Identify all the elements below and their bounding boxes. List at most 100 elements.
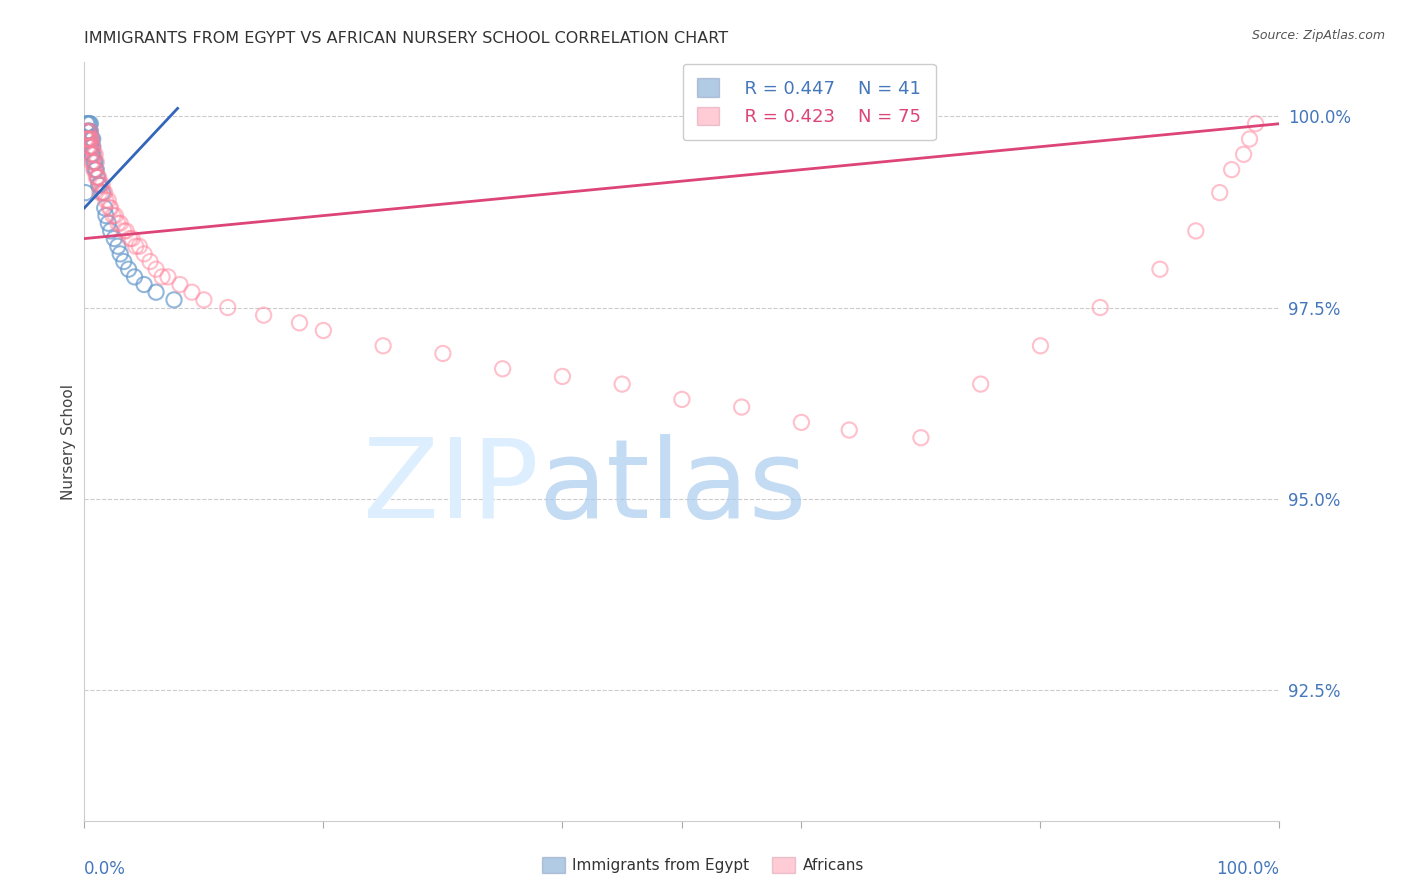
Point [112, 254, 135, 268]
Point [107, 239, 129, 253]
Point [79, 147, 101, 161]
Point [1239, 132, 1261, 146]
Point [77, 139, 100, 153]
Point [80, 155, 103, 169]
Point [551, 369, 574, 384]
Point [193, 293, 215, 307]
Point [97, 216, 120, 230]
Point [76, 132, 98, 146]
Point [671, 392, 693, 407]
Point [128, 239, 150, 253]
Point [77, 132, 100, 146]
Point [79, 139, 101, 153]
Point [84, 155, 107, 169]
Point [132, 247, 156, 261]
Point [79, 132, 101, 146]
Point [83, 147, 105, 161]
Point [94, 209, 117, 223]
Point [1233, 147, 1256, 161]
Point [110, 216, 132, 230]
Point [86, 162, 108, 177]
Point [77, 132, 100, 146]
Point [82, 132, 104, 146]
Point [91, 178, 114, 192]
Point [132, 277, 156, 292]
Point [77, 132, 100, 146]
Point [115, 224, 138, 238]
Point [100, 201, 122, 215]
Point [93, 186, 115, 200]
Point [1244, 117, 1267, 131]
Point [103, 231, 125, 245]
Point [110, 247, 132, 261]
Point [84, 162, 107, 177]
Point [80, 132, 103, 146]
Point [1209, 186, 1232, 200]
Point [80, 147, 103, 161]
Point [94, 194, 117, 208]
Point [79, 124, 101, 138]
Point [87, 178, 110, 192]
Point [217, 301, 239, 315]
Point [87, 170, 110, 185]
Point [112, 224, 135, 238]
Point [79, 124, 101, 138]
Point [492, 361, 515, 376]
Point [77, 124, 100, 138]
Point [150, 269, 173, 284]
Point [169, 277, 191, 292]
Point [101, 209, 124, 223]
Point [77, 132, 100, 146]
Point [1029, 339, 1052, 353]
Point [83, 162, 105, 177]
Point [89, 178, 111, 192]
Point [970, 377, 993, 392]
Point [93, 186, 115, 200]
Point [145, 285, 167, 300]
Point [1220, 162, 1243, 177]
Point [80, 139, 103, 153]
Point [117, 262, 139, 277]
Point [79, 117, 101, 131]
Point [77, 139, 100, 153]
Point [104, 209, 127, 223]
Point [118, 231, 141, 245]
Point [253, 308, 276, 322]
Point [98, 201, 121, 215]
Point [1090, 301, 1112, 315]
Point [1149, 262, 1171, 277]
Point [89, 186, 111, 200]
Point [121, 231, 143, 245]
Point [91, 186, 114, 200]
Point [790, 416, 813, 430]
Point [163, 293, 186, 307]
Point [86, 170, 108, 185]
Point [76, 117, 98, 131]
Point [288, 316, 311, 330]
Point [86, 155, 108, 169]
Point [83, 155, 105, 169]
Point [80, 132, 103, 146]
Point [97, 194, 120, 208]
Text: atlas: atlas [538, 434, 807, 541]
Point [79, 132, 101, 146]
Text: IMMIGRANTS FROM EGYPT VS AFRICAN NURSERY SCHOOL CORRELATION CHART: IMMIGRANTS FROM EGYPT VS AFRICAN NURSERY… [84, 31, 728, 46]
Point [139, 254, 162, 268]
Point [75, 132, 97, 146]
Point [181, 285, 204, 300]
Point [93, 201, 115, 215]
Point [1185, 224, 1208, 238]
Point [82, 147, 104, 161]
Y-axis label: Nursery School: Nursery School [60, 384, 76, 500]
Text: Source: ZipAtlas.com: Source: ZipAtlas.com [1251, 29, 1385, 42]
Point [89, 178, 111, 192]
Point [612, 377, 634, 392]
Point [75, 186, 97, 200]
Point [84, 162, 107, 177]
Point [86, 170, 108, 185]
Point [86, 170, 108, 185]
Point [838, 423, 860, 437]
Point [432, 346, 454, 360]
Point [82, 139, 104, 153]
Point [100, 224, 122, 238]
